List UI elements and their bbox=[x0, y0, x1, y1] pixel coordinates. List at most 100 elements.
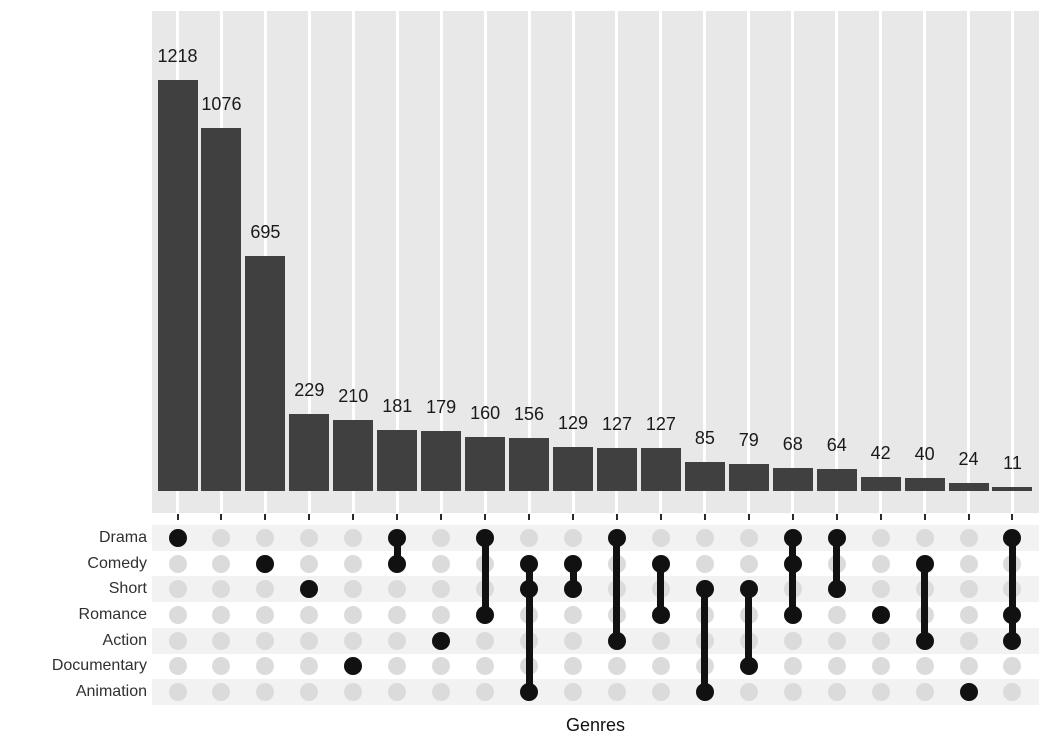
bar-value-label: 179 bbox=[426, 396, 457, 417]
matrix-dot bbox=[871, 631, 890, 650]
matrix-dot bbox=[871, 580, 890, 599]
matrix-dot bbox=[607, 657, 626, 676]
grid-line bbox=[439, 11, 443, 513]
matrix-dot bbox=[1003, 683, 1022, 702]
connector-line bbox=[481, 537, 489, 615]
grid-line bbox=[395, 11, 399, 513]
matrix-dot bbox=[300, 683, 319, 702]
grid-line bbox=[791, 11, 795, 513]
axis-tick bbox=[703, 514, 706, 520]
bar-value-label: 127 bbox=[601, 414, 632, 435]
bar-value-label: 11 bbox=[1003, 453, 1022, 474]
bar bbox=[333, 420, 374, 491]
matrix-row-stripe bbox=[152, 679, 1039, 705]
matrix-dot bbox=[344, 631, 363, 650]
matrix-row-stripe bbox=[152, 525, 1039, 551]
bar bbox=[904, 477, 945, 491]
matrix-dot bbox=[388, 657, 407, 676]
matrix-dot bbox=[432, 554, 451, 573]
matrix-dot bbox=[959, 657, 978, 676]
bar-value-label: 42 bbox=[870, 442, 891, 463]
matrix-dot bbox=[168, 554, 187, 573]
matrix-dot bbox=[607, 683, 626, 702]
set-label-romance: Romance bbox=[78, 606, 147, 623]
matrix-dot bbox=[915, 683, 934, 702]
matrix-dot bbox=[564, 631, 583, 650]
matrix-dot bbox=[827, 683, 846, 702]
bar bbox=[421, 430, 462, 491]
matrix-dot bbox=[959, 554, 978, 573]
grid-line bbox=[307, 11, 311, 513]
bar-value-label: 85 bbox=[694, 428, 715, 449]
matrix-dot bbox=[344, 683, 363, 702]
bar-value-label: 229 bbox=[294, 379, 325, 400]
connector-line bbox=[525, 563, 533, 693]
matrix-dot bbox=[256, 528, 275, 547]
bar bbox=[596, 448, 637, 491]
matrix-dot bbox=[300, 528, 319, 547]
matrix-dot bbox=[739, 683, 758, 702]
matrix-dot bbox=[256, 631, 275, 650]
bar bbox=[553, 447, 594, 491]
matrix-dot-active bbox=[783, 554, 802, 573]
matrix-dot-active bbox=[783, 606, 802, 624]
matrix-dot bbox=[1003, 657, 1022, 676]
matrix-dot bbox=[256, 580, 275, 599]
matrix-dot bbox=[300, 631, 319, 650]
axis-tick bbox=[1011, 514, 1014, 520]
matrix-dot bbox=[344, 528, 363, 547]
matrix-dot-active bbox=[388, 528, 407, 547]
bar bbox=[728, 464, 769, 491]
matrix-dot bbox=[388, 631, 407, 650]
matrix-dot bbox=[827, 631, 846, 650]
matrix-dot-active bbox=[256, 554, 275, 573]
axis-tick bbox=[484, 514, 487, 520]
bar bbox=[992, 487, 1033, 491]
bar-value-label: 79 bbox=[738, 430, 759, 451]
bar-value-label: 1218 bbox=[157, 46, 198, 66]
matrix-dot-active bbox=[476, 528, 495, 547]
matrix-dot-active bbox=[695, 683, 714, 702]
bar-value-label: 127 bbox=[645, 414, 676, 435]
matrix-dot bbox=[651, 683, 670, 702]
matrix-dot bbox=[871, 528, 890, 547]
bar bbox=[684, 462, 725, 491]
matrix-dot-active bbox=[739, 580, 758, 599]
axis-tick bbox=[176, 514, 179, 520]
bar bbox=[816, 469, 857, 491]
grid-line bbox=[703, 11, 707, 513]
matrix-dot-active bbox=[959, 683, 978, 702]
matrix-dot bbox=[388, 580, 407, 599]
matrix-dot bbox=[959, 631, 978, 650]
matrix-dot-active bbox=[651, 606, 670, 624]
matrix-row-stripe bbox=[152, 576, 1039, 603]
matrix-dot bbox=[212, 683, 231, 702]
bar bbox=[465, 437, 506, 491]
grid-line bbox=[483, 11, 487, 513]
matrix-dot bbox=[212, 606, 231, 624]
matrix-dot-active bbox=[168, 528, 187, 547]
connector-line bbox=[745, 589, 753, 667]
matrix-dot-active bbox=[1003, 528, 1022, 547]
axis-tick bbox=[879, 514, 882, 520]
axis-tick bbox=[308, 514, 311, 520]
matrix-dot bbox=[915, 528, 934, 547]
matrix-dot-active bbox=[915, 631, 934, 650]
axis-tick bbox=[659, 514, 662, 520]
matrix-dot bbox=[564, 606, 583, 624]
bar-value-label: 68 bbox=[782, 434, 803, 455]
matrix-dot-active bbox=[651, 554, 670, 573]
matrix-dot-active bbox=[607, 528, 626, 547]
matrix-dot-active bbox=[827, 580, 846, 599]
bar bbox=[157, 80, 198, 491]
matrix-dot-active bbox=[564, 580, 583, 599]
bar-value-label: 129 bbox=[557, 413, 589, 434]
set-label-comedy: Comedy bbox=[87, 554, 147, 572]
grid-line bbox=[747, 11, 751, 513]
set-label-action: Action bbox=[102, 631, 147, 649]
matrix-dot bbox=[783, 631, 802, 650]
axis-tick bbox=[967, 514, 970, 520]
bar bbox=[640, 448, 681, 491]
matrix-dot bbox=[168, 631, 187, 650]
